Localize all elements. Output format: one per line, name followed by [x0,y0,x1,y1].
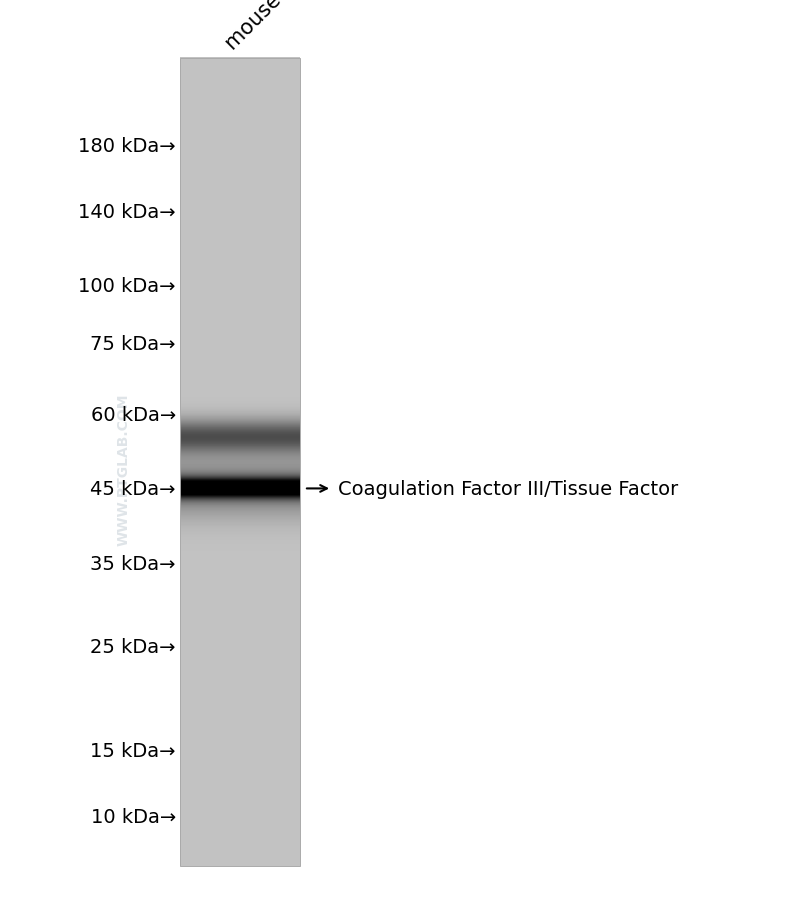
Text: WWW.PTGLAB.COM: WWW.PTGLAB.COM [117,393,131,545]
Text: 180 kDa→: 180 kDa→ [78,136,176,156]
Text: 100 kDa→: 100 kDa→ [78,276,176,296]
Text: Coagulation Factor III/Tissue Factor: Coagulation Factor III/Tissue Factor [338,479,678,499]
Text: 35 kDa→: 35 kDa→ [90,554,176,574]
Text: 140 kDa→: 140 kDa→ [78,202,176,222]
Text: 25 kDa→: 25 kDa→ [90,637,176,657]
Text: 45 kDa→: 45 kDa→ [90,479,176,499]
Text: 75 kDa→: 75 kDa→ [90,335,176,354]
Bar [180,59,300,866]
Text: 10 kDa→: 10 kDa→ [90,806,176,826]
Text: 15 kDa→: 15 kDa→ [90,741,176,760]
Text: 60 kDa→: 60 kDa→ [90,405,176,425]
Text: mouse brain: mouse brain [222,0,328,54]
